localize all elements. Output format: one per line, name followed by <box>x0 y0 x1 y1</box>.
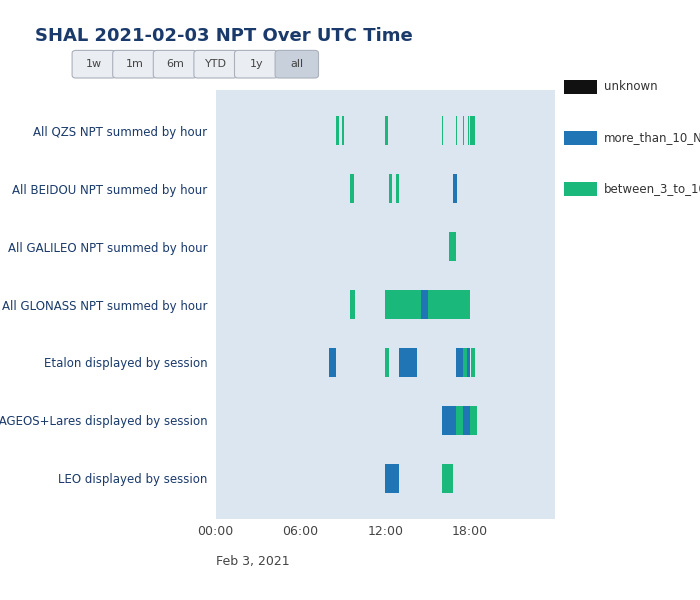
Bar <box>350 290 355 319</box>
Text: 6m: 6m <box>166 59 184 69</box>
Bar <box>473 116 474 145</box>
Bar <box>421 290 428 319</box>
Bar <box>456 406 463 435</box>
Bar <box>442 116 443 145</box>
Bar <box>329 348 336 377</box>
Bar <box>449 232 456 261</box>
Bar <box>463 348 467 377</box>
Text: more_than_10_NPT: more_than_10_NPT <box>604 131 700 145</box>
Text: 1w: 1w <box>85 59 102 69</box>
Bar <box>468 116 469 145</box>
Bar <box>463 116 464 145</box>
Bar <box>474 116 475 145</box>
Bar <box>442 406 456 435</box>
Bar <box>385 116 388 145</box>
Text: between_3_to_10_NPT: between_3_to_10_NPT <box>604 182 700 196</box>
Bar <box>428 290 470 319</box>
Text: 1m: 1m <box>125 59 144 69</box>
Bar <box>452 174 457 203</box>
Bar <box>456 116 457 145</box>
Bar <box>470 116 471 145</box>
Bar <box>396 174 400 203</box>
Text: unknown: unknown <box>604 80 658 94</box>
Bar <box>470 406 477 435</box>
Bar <box>385 290 421 319</box>
Bar <box>456 348 463 377</box>
Bar <box>471 116 472 145</box>
Bar <box>471 348 475 377</box>
Text: 1y: 1y <box>249 59 263 69</box>
Bar <box>385 348 389 377</box>
Bar <box>389 174 393 203</box>
Text: all: all <box>290 59 303 69</box>
Bar <box>467 348 470 377</box>
Bar <box>400 348 417 377</box>
Text: YTD: YTD <box>204 59 227 69</box>
Bar <box>342 116 344 145</box>
Bar <box>350 174 354 203</box>
Text: Feb 3, 2021: Feb 3, 2021 <box>216 555 289 568</box>
Bar <box>336 116 340 145</box>
Bar <box>463 406 470 435</box>
Bar <box>442 464 452 493</box>
Bar <box>385 464 400 493</box>
Text: SHAL 2021-02-03 NPT Over UTC Time: SHAL 2021-02-03 NPT Over UTC Time <box>35 27 413 45</box>
